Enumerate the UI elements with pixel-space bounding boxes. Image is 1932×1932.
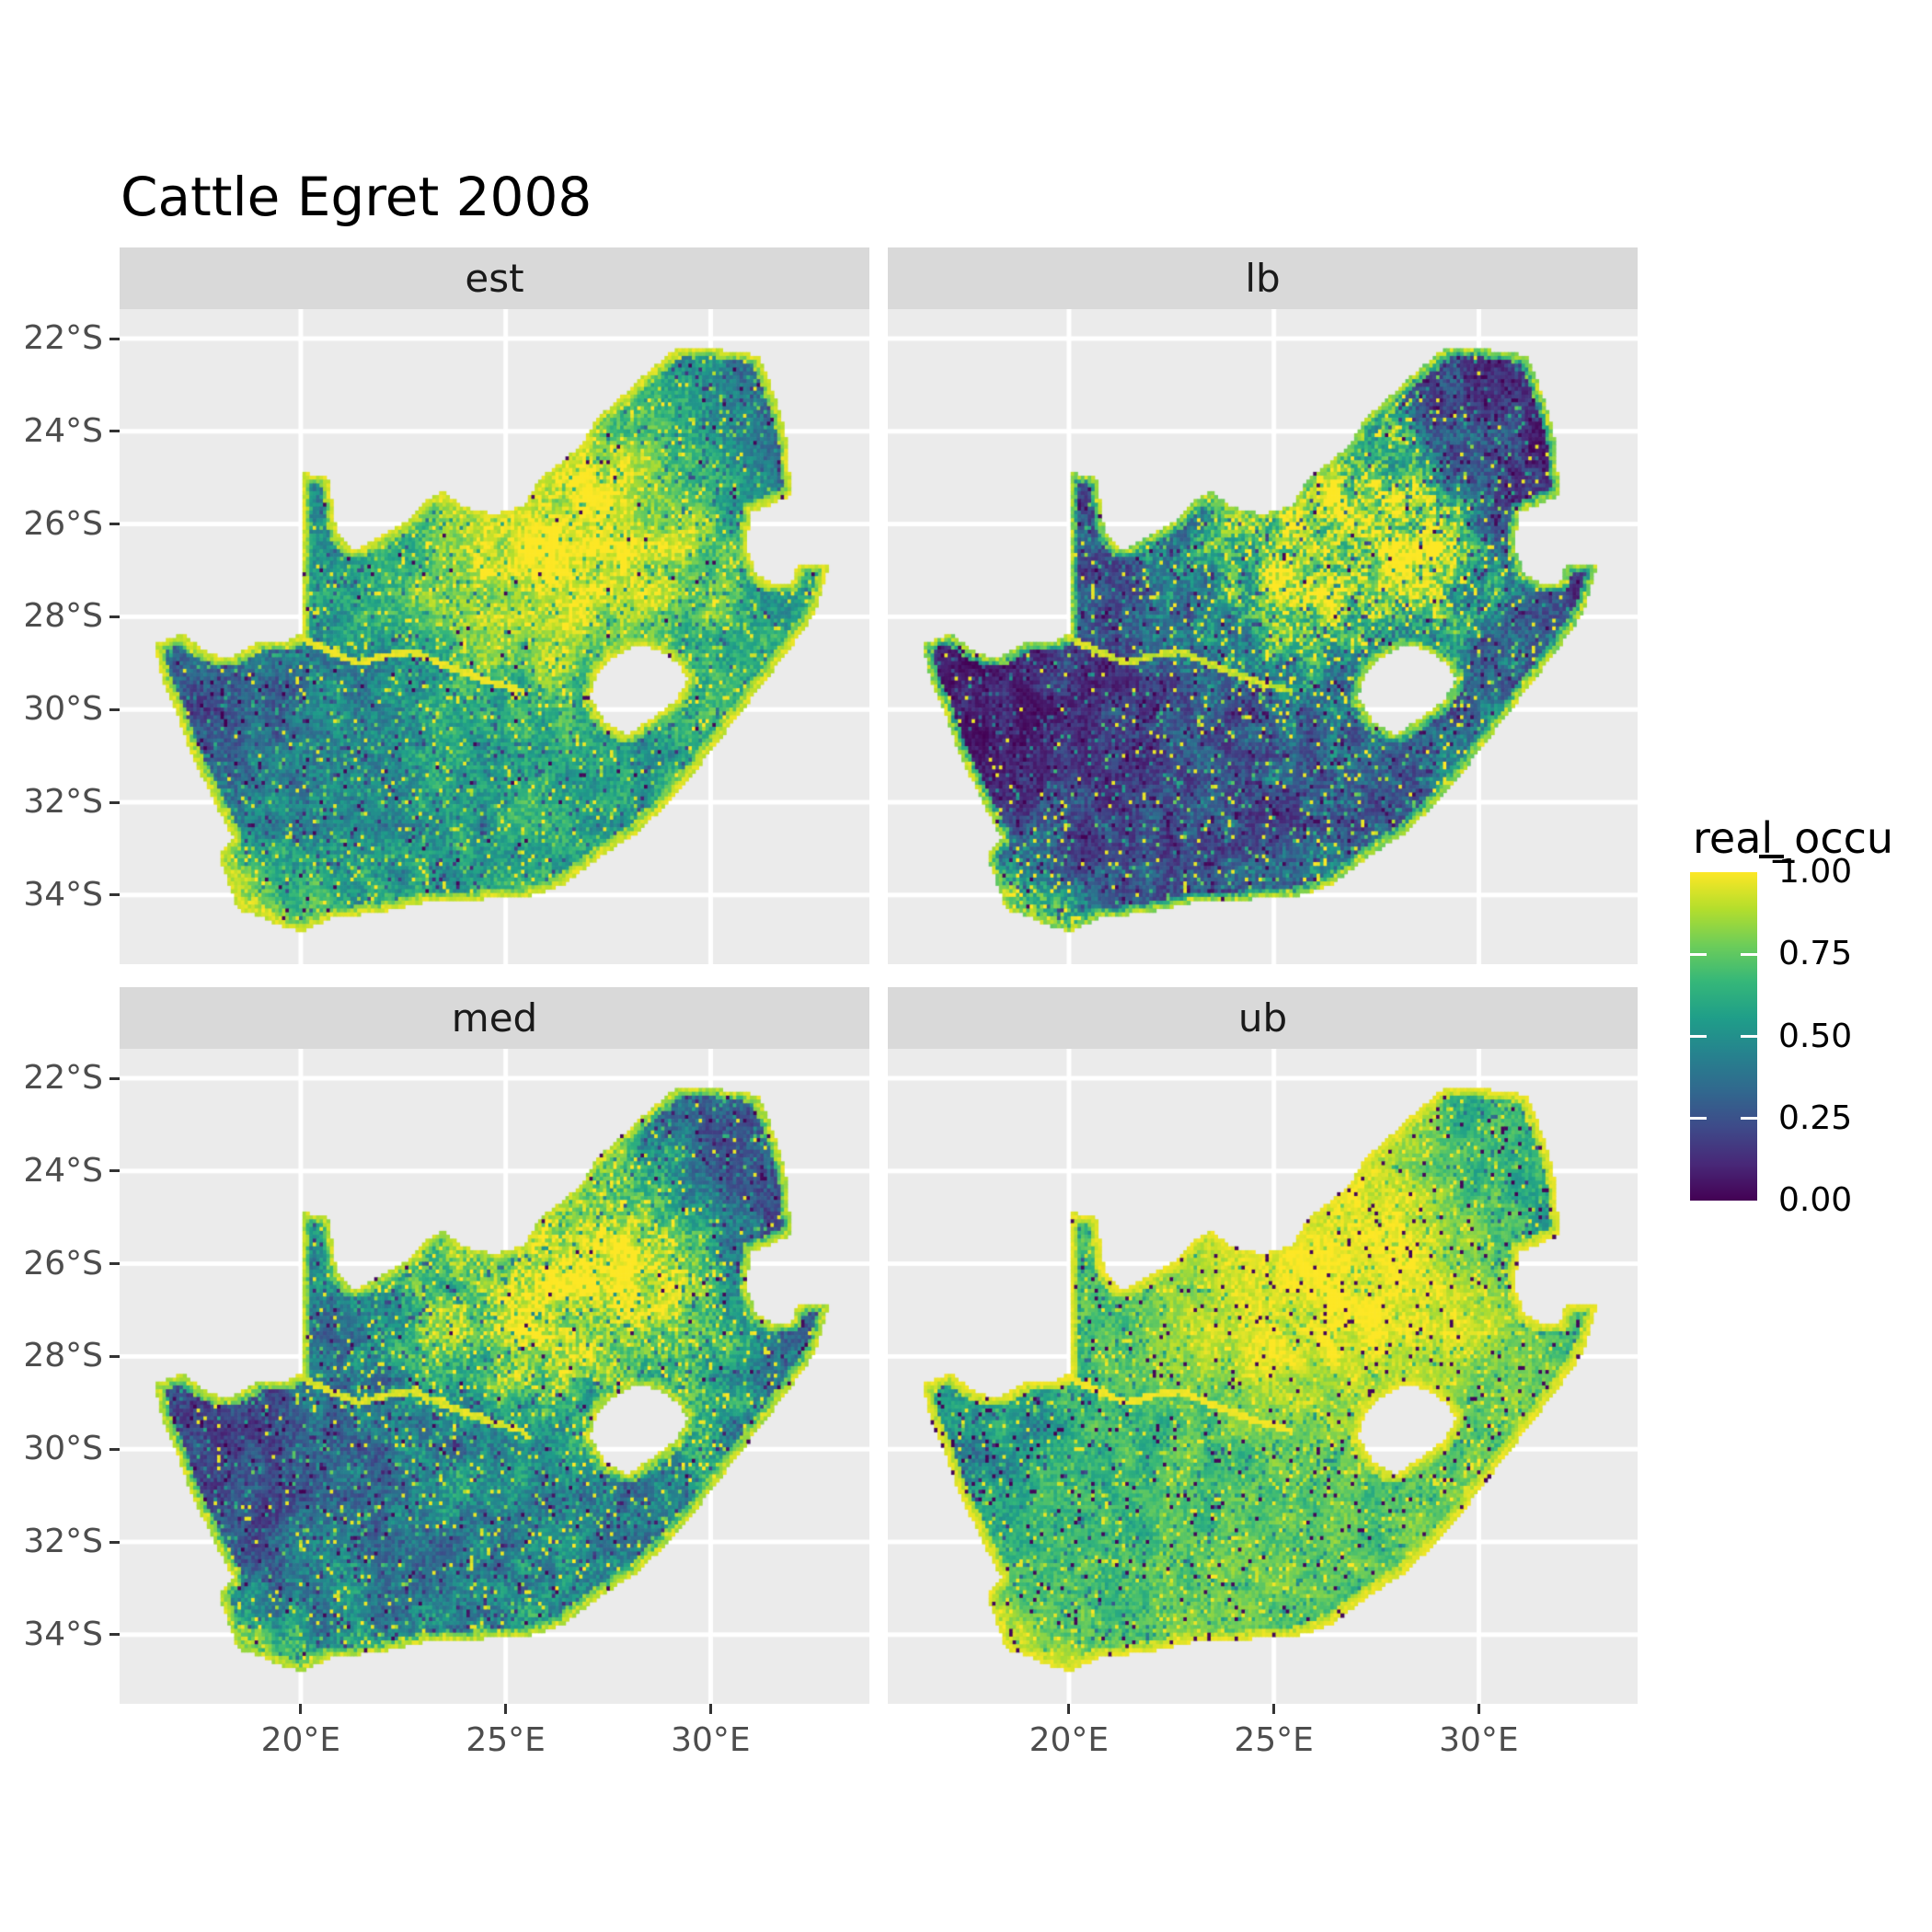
x-axis-tick [1272, 1704, 1276, 1714]
y-axis-tick [109, 523, 120, 526]
y-axis-label: 34°S [23, 875, 103, 914]
y-axis-label: 24°S [23, 411, 103, 450]
y-axis-tick [109, 1540, 120, 1544]
x-axis-tick [1477, 1704, 1480, 1714]
y-axis-tick [109, 430, 120, 433]
y-axis-label: 26°S [23, 504, 103, 543]
legend-bar-tick [1690, 1035, 1707, 1038]
legend-bar-tick [1741, 1035, 1757, 1038]
y-axis-label: 24°S [23, 1151, 103, 1190]
legend-bar-tick [1741, 1117, 1757, 1121]
y-axis-label: 34°S [23, 1615, 103, 1653]
y-axis-label: 32°S [23, 1523, 103, 1560]
legend-label: 0.00 [1778, 1181, 1853, 1219]
x-axis-label: 25°E [466, 1721, 546, 1759]
y-axis-tick [109, 707, 120, 711]
map-panel-est [120, 309, 869, 964]
y-axis-label: 22°S [23, 319, 103, 357]
map-panel-lb [888, 309, 1638, 964]
map-panel-ub [888, 1049, 1638, 1704]
y-axis-label: 30°S [23, 690, 103, 729]
legend-label: 0.50 [1778, 1017, 1853, 1055]
y-axis-label: 26°S [23, 1244, 103, 1282]
facet-strip-ub: ub [888, 987, 1638, 1049]
facet-strip-med: med [120, 987, 869, 1049]
x-axis-label: 20°E [260, 1721, 341, 1759]
y-axis-tick [109, 1169, 120, 1173]
legend-bar-tick [1690, 952, 1707, 956]
legend-title: real_occu [1693, 813, 1894, 863]
legend-label: 1.00 [1778, 853, 1853, 891]
plot-title: Cattle Egret 2008 [121, 166, 592, 228]
y-axis-tick [109, 1633, 120, 1637]
map-panel-med [120, 1049, 869, 1704]
x-axis-label: 25°E [1234, 1721, 1314, 1759]
y-axis-tick [109, 800, 120, 804]
legend-bar-tick [1741, 952, 1757, 956]
y-axis-label: 30°S [23, 1430, 103, 1468]
y-axis-label: 32°S [23, 783, 103, 821]
y-axis-label: 28°S [23, 597, 103, 636]
y-axis-label: 22°S [23, 1059, 103, 1097]
x-axis-tick [1067, 1704, 1071, 1714]
y-axis-tick [109, 337, 120, 340]
y-axis-tick [109, 1447, 120, 1451]
y-axis-tick [109, 893, 120, 897]
x-axis-label: 30°E [671, 1721, 751, 1759]
y-axis-tick [109, 1076, 120, 1080]
legend-bar-tick [1690, 1117, 1707, 1121]
legend-label: 0.75 [1778, 935, 1853, 973]
y-axis-tick [109, 1262, 120, 1266]
x-axis-label: 30°E [1439, 1721, 1519, 1759]
y-axis-tick [109, 1354, 120, 1358]
x-axis-tick [299, 1704, 303, 1714]
x-axis-label: 20°E [1029, 1721, 1110, 1759]
legend-label: 0.25 [1778, 1098, 1853, 1137]
x-axis-tick [708, 1704, 712, 1714]
legend-top-tick [1759, 855, 1784, 858]
y-axis-tick [109, 615, 120, 618]
facet-strip-est: est [120, 247, 869, 309]
x-axis-tick [504, 1704, 508, 1714]
facet-strip-lb: lb [888, 247, 1638, 309]
y-axis-label: 28°S [23, 1337, 103, 1375]
